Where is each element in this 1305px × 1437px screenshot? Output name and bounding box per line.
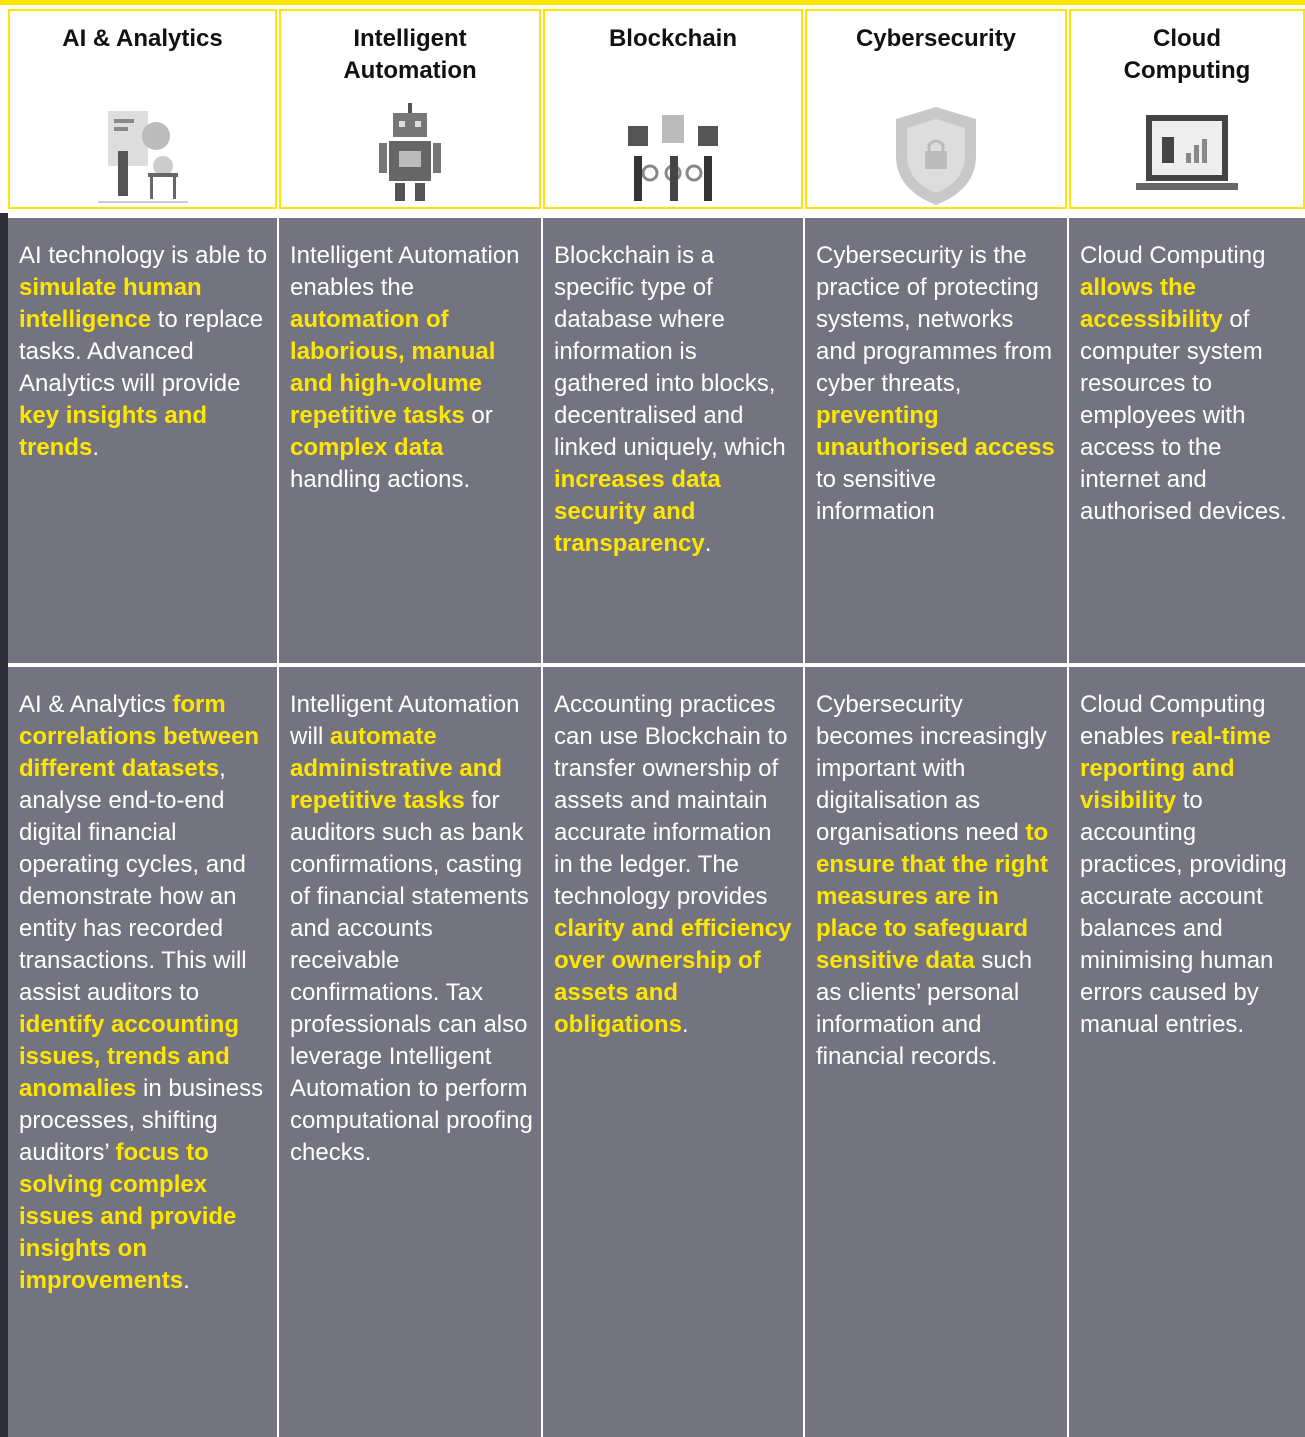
body-text: .: [183, 1267, 190, 1294]
table-cell: Cybersecurity is the practice of protect…: [805, 218, 1067, 663]
table-cell: Intelligent Automation enables the autom…: [279, 218, 541, 663]
header-cell: AI & Analytics: [8, 9, 277, 209]
highlight-text: increases data security and transparency: [554, 466, 721, 557]
highlight-text: automate administrative and repetitive t…: [290, 723, 503, 814]
left-strip: [0, 213, 8, 1437]
icon-shield: [896, 107, 976, 205]
top-rule: [0, 0, 1305, 5]
table-cell: AI & Analytics form correlations between…: [8, 667, 277, 1437]
highlight-text: preventing unauthorised access: [816, 402, 1055, 461]
highlight-text: allows the accessibility: [1080, 274, 1223, 333]
icon-laptop: [1136, 115, 1238, 190]
icon-robot: [379, 103, 441, 201]
highlight-text: focus to solving complex issues and prov…: [19, 1139, 237, 1294]
body-text: AI technology is able to: [19, 242, 268, 269]
body-text: .: [704, 530, 712, 557]
body-text: to sensitive information: [816, 466, 937, 525]
icon-analytics: [97, 111, 188, 203]
body-text: .: [682, 1011, 689, 1038]
body-text: AI & Analytics: [19, 691, 173, 718]
body-text: Cybersecurity is the practice of protect…: [816, 242, 1053, 397]
icon-blockchain: [628, 115, 718, 201]
highlight-text: key insights and trends: [19, 402, 208, 461]
table-cell: Cloud Computing enables real-time report…: [1069, 667, 1305, 1437]
body-text: Accounting practices can use Blockchain …: [554, 691, 788, 910]
highlight-text: clarity and efficiency over ownership of…: [554, 915, 792, 1038]
header-title: AI & Analytics: [62, 25, 223, 52]
header-title: Cybersecurity: [855, 25, 1017, 52]
body-text: Cloud Computing: [1080, 242, 1266, 269]
table-cell: Accounting practices can use Blockchain …: [543, 667, 803, 1437]
body-text: Blockchain is a specific type of databas…: [554, 242, 786, 461]
header-title: Blockchain: [608, 25, 738, 52]
highlight-text: form correlations between different data…: [19, 691, 260, 782]
body-text: .: [92, 434, 100, 461]
table-cell: Cybersecurity becomes increasingly impor…: [805, 667, 1067, 1437]
body-text: handling actions.: [290, 466, 471, 493]
body-text: to accounting practices, providing accur…: [1080, 787, 1287, 1038]
body-text: Intelligent Automation enables the: [290, 242, 520, 301]
body-text: for auditors such as bank confirmations,…: [290, 787, 533, 1166]
body-text: of computer system resources to employee…: [1080, 306, 1287, 525]
table-cell: AI technology is able to simulate human …: [8, 218, 277, 663]
highlight-text: to ensure that the right measures are in…: [816, 819, 1049, 974]
header-cell: Cybersecurity: [805, 9, 1067, 209]
highlight-text: identify accounting issues, trends and a…: [19, 1011, 240, 1102]
header-title: Cloud Computing: [1123, 25, 1251, 84]
body-text: Cloud Computing enables: [1080, 691, 1266, 750]
table-cell: Cloud Computing allows the accessibility…: [1069, 218, 1305, 663]
body-text: Cybersecurity becomes increasingly impor…: [816, 691, 1047, 846]
body-text: such as clients’ personal information an…: [816, 947, 1033, 1070]
highlight-text: real-time reporting and visibility: [1080, 723, 1271, 814]
table-cell: Intelligent Automation will automate adm…: [279, 667, 541, 1437]
highlight-text: complex data: [290, 434, 444, 461]
header-cell: Intelligent Automation: [279, 9, 541, 209]
header-title: Intelligent Automation: [343, 25, 477, 84]
body-text: , analyse end-to-end digital financial o…: [19, 755, 247, 1006]
body-text: in business processes, shifting auditors…: [19, 1075, 264, 1166]
body-text: or: [464, 402, 493, 429]
highlight-text: simulate human intelligence: [19, 274, 202, 333]
header-cell: Blockchain: [543, 9, 803, 209]
body-text: to replace tasks. Advanced Analytics wil…: [19, 306, 264, 397]
highlight-text: automation of laborious, manual and high…: [290, 306, 496, 429]
header-cell: Cloud Computing: [1069, 9, 1305, 209]
body-text: Intelligent Automation will: [290, 691, 520, 750]
table-cell: Blockchain is a specific type of databas…: [543, 218, 803, 663]
